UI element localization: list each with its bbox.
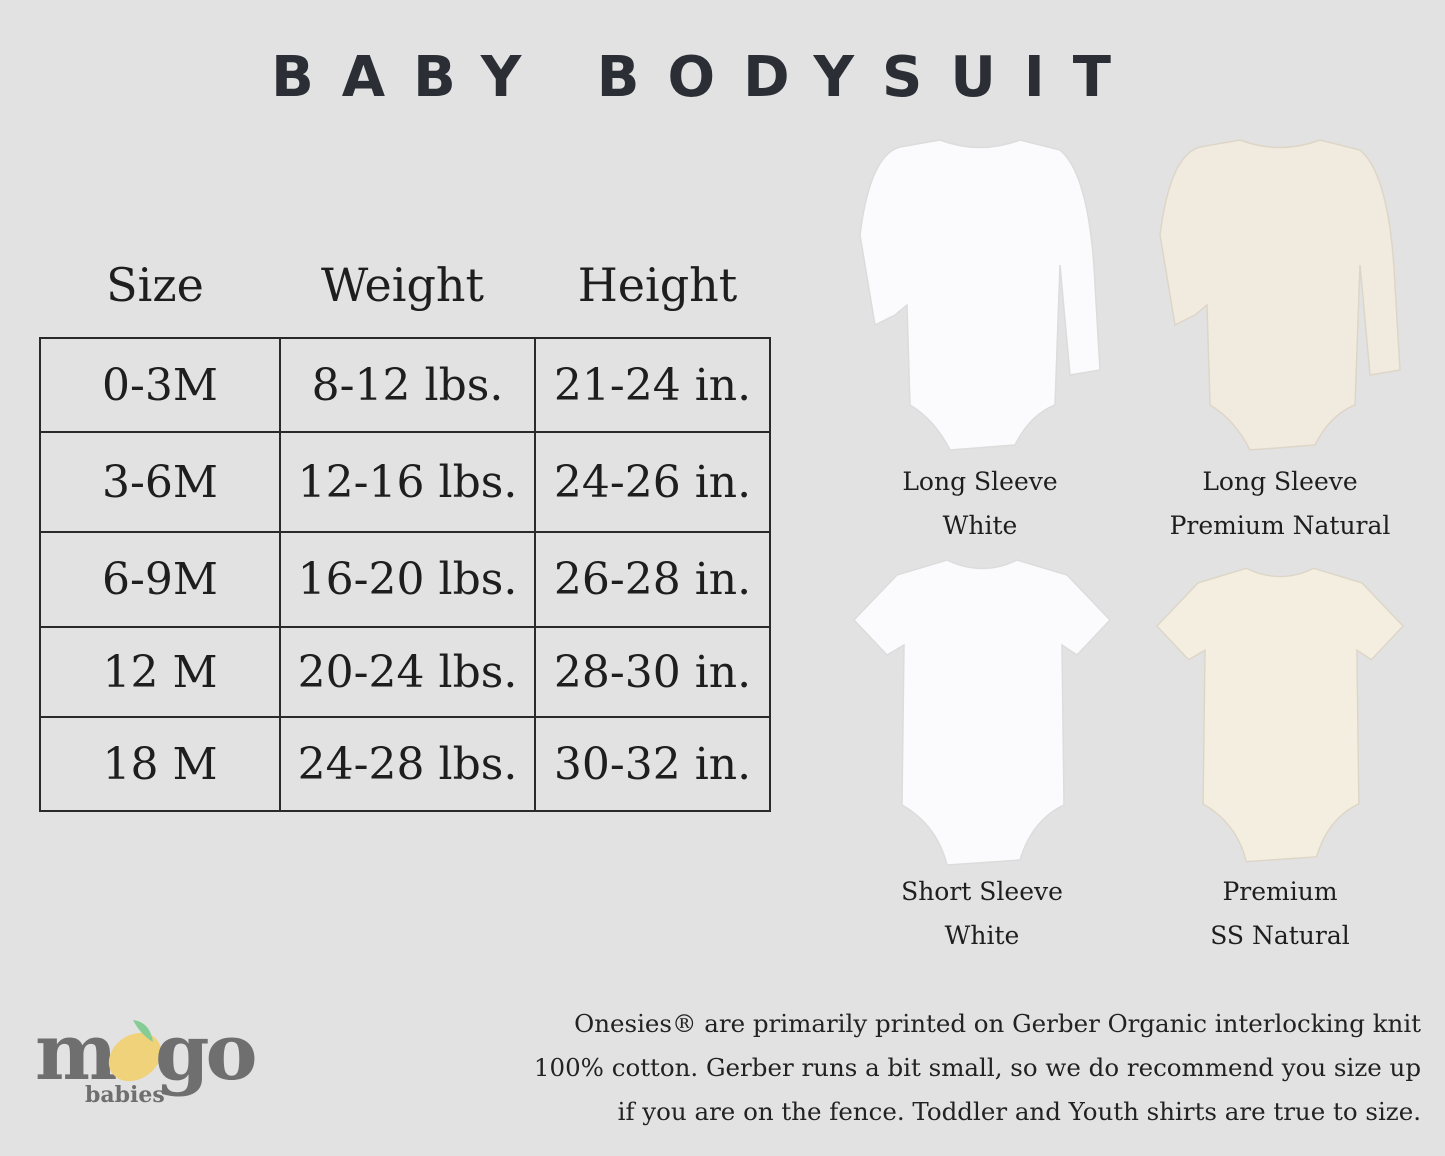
height-cell: 30-32 in. xyxy=(534,716,771,812)
product-long-sleeve-white: Long Sleeve White xyxy=(830,135,1130,548)
height-cell: 21-24 in. xyxy=(534,337,771,433)
header-size: Size xyxy=(106,258,204,312)
header-height: Height xyxy=(577,258,738,312)
height-cell: 28-30 in. xyxy=(534,626,771,718)
svg-text:babies: babies xyxy=(85,1082,165,1108)
weight-cell: 16-20 lbs. xyxy=(279,531,536,628)
product-label-line2: Premium Natural xyxy=(1169,511,1391,540)
size-cell: 3-6M xyxy=(39,431,281,533)
table-row: 0-3M 8-12 lbs. 21-24 in. xyxy=(39,337,771,433)
short-sleeve-bodysuit-image xyxy=(852,559,1112,866)
mango-logo-icon: m go babies xyxy=(35,1007,259,1108)
product-label-line2: White xyxy=(942,511,1018,540)
size-cell: 0-3M xyxy=(39,337,281,433)
product-long-sleeve-natural: Long Sleeve Premium Natural xyxy=(1130,135,1430,548)
weight-cell: 12-16 lbs. xyxy=(279,431,536,533)
product-label-line1: Long Sleeve xyxy=(1202,467,1358,496)
long-sleeve-bodysuit-image xyxy=(859,139,1101,451)
table-row: 3-6M 12-16 lbs. 24-26 in. xyxy=(39,431,771,533)
product-label-line2: SS Natural xyxy=(1210,921,1350,950)
weight-cell: 24-28 lbs. xyxy=(279,716,536,812)
size-cell: 12 M xyxy=(39,626,281,718)
mongo-babies-logo: m go babies xyxy=(35,1002,285,1116)
product-label-line1: Short Sleeve xyxy=(901,877,1063,906)
size-cell: 18 M xyxy=(39,716,281,812)
product-label-line1: Long Sleeve xyxy=(902,467,1058,496)
svg-text:m: m xyxy=(35,1007,116,1098)
table-row: 18 M 24-28 lbs. 30-32 in. xyxy=(39,716,771,812)
height-cell: 26-28 in. xyxy=(534,531,771,628)
height-cell: 24-26 in. xyxy=(534,431,771,533)
note-line-1: Onesies® are primarily printed on Gerber… xyxy=(574,1009,1421,1038)
size-table: 0-3M 8-12 lbs. 21-24 in. 3-6M 12-16 lbs. 24-… xyxy=(39,337,771,812)
table-row: 12 M 20-24 lbs. 28-30 in. xyxy=(39,626,771,718)
weight-cell: 8-12 lbs. xyxy=(279,337,536,433)
page-title: BABY BODYSUIT xyxy=(271,45,1139,110)
product-label-line1: Premium xyxy=(1222,877,1338,906)
note-line-2: 100% cotton. Gerber runs a bit small, so… xyxy=(533,1053,1421,1082)
svg-text:go: go xyxy=(155,1007,255,1098)
product-label-line2: White xyxy=(944,921,1020,950)
product-short-sleeve-white: Short Sleeve White xyxy=(832,555,1132,958)
table-row: 6-9M 16-20 lbs. 26-28 in. xyxy=(39,531,771,628)
note-line-3: if you are on the fence. Toddler and You… xyxy=(617,1097,1421,1126)
short-sleeve-bodysuit-image xyxy=(1155,567,1405,863)
product-premium-ss-natural: Premium SS Natural xyxy=(1130,560,1430,958)
weight-cell: 20-24 lbs. xyxy=(279,626,536,718)
sizing-note: Onesies® are primarily printed on Gerber… xyxy=(534,1002,1421,1134)
header-weight: Weight xyxy=(320,258,485,312)
long-sleeve-bodysuit-image xyxy=(1159,139,1401,451)
size-cell: 6-9M xyxy=(39,531,281,628)
